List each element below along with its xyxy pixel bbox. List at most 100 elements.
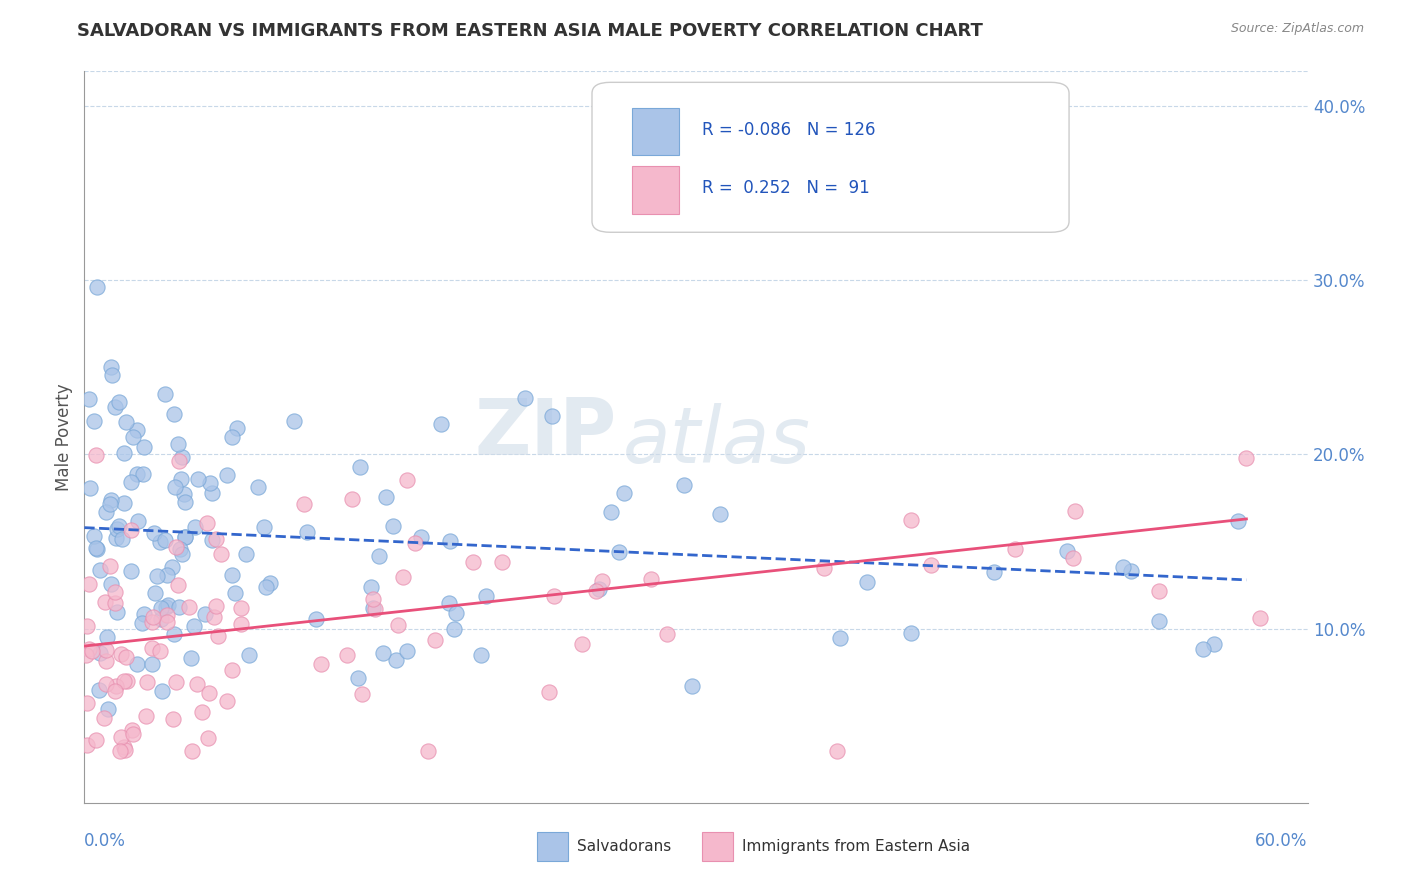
Point bbox=[543, 589, 565, 603]
Point bbox=[174, 495, 197, 509]
Point bbox=[201, 486, 224, 500]
Point bbox=[229, 601, 252, 615]
Point bbox=[163, 407, 186, 421]
Point bbox=[1147, 614, 1170, 628]
Point bbox=[155, 386, 177, 401]
Point bbox=[197, 731, 219, 746]
Point bbox=[150, 601, 173, 615]
Text: Immigrants from Eastern Asia: Immigrants from Eastern Asia bbox=[742, 839, 970, 855]
Point bbox=[430, 417, 453, 432]
Point bbox=[387, 618, 409, 632]
Point bbox=[143, 586, 166, 600]
Point bbox=[104, 401, 127, 415]
Point bbox=[115, 415, 138, 429]
Point bbox=[132, 441, 155, 455]
Point bbox=[205, 599, 228, 613]
Point bbox=[86, 280, 108, 294]
Point bbox=[170, 450, 193, 465]
Point bbox=[238, 648, 260, 663]
Point bbox=[110, 647, 132, 661]
Point bbox=[155, 599, 177, 614]
Point bbox=[360, 580, 382, 594]
Point bbox=[1062, 551, 1084, 566]
Point bbox=[84, 449, 107, 463]
Point bbox=[396, 473, 419, 487]
Point bbox=[150, 612, 173, 626]
Point bbox=[1249, 611, 1271, 625]
Point bbox=[169, 542, 191, 557]
Text: atlas: atlas bbox=[623, 402, 810, 479]
Point bbox=[156, 615, 179, 629]
Point bbox=[166, 577, 188, 591]
Point bbox=[79, 482, 101, 496]
Point bbox=[259, 576, 281, 591]
Point bbox=[79, 576, 101, 591]
Point bbox=[198, 685, 221, 699]
Point bbox=[84, 733, 107, 747]
Point bbox=[110, 731, 132, 745]
Point bbox=[681, 679, 703, 693]
Point bbox=[657, 627, 679, 641]
Point bbox=[174, 529, 197, 543]
Point bbox=[221, 663, 243, 677]
Point bbox=[174, 530, 197, 544]
Point bbox=[423, 632, 446, 647]
Point bbox=[180, 651, 202, 665]
Point bbox=[537, 685, 560, 699]
Point bbox=[100, 368, 122, 382]
Point bbox=[104, 684, 127, 698]
Point bbox=[98, 497, 121, 511]
Point bbox=[640, 572, 662, 586]
Point bbox=[361, 601, 384, 615]
Point bbox=[352, 687, 374, 701]
Point bbox=[1056, 543, 1078, 558]
Point bbox=[588, 582, 610, 596]
Point bbox=[83, 529, 105, 543]
Point bbox=[368, 549, 391, 563]
Point bbox=[150, 684, 173, 698]
Point bbox=[194, 607, 217, 622]
Point bbox=[1202, 636, 1225, 650]
Text: Salvadorans: Salvadorans bbox=[578, 839, 672, 855]
Text: Source: ZipAtlas.com: Source: ZipAtlas.com bbox=[1230, 22, 1364, 36]
Point bbox=[305, 612, 328, 626]
Point bbox=[121, 723, 143, 738]
FancyBboxPatch shape bbox=[592, 82, 1069, 232]
Point bbox=[672, 478, 695, 492]
Point bbox=[89, 646, 111, 660]
Point bbox=[100, 360, 122, 375]
Point bbox=[475, 590, 498, 604]
Point bbox=[105, 522, 128, 536]
Point bbox=[165, 540, 187, 554]
Point bbox=[470, 648, 492, 662]
Point bbox=[209, 547, 232, 561]
Point bbox=[76, 696, 98, 710]
Point bbox=[181, 743, 204, 757]
Point bbox=[215, 467, 238, 482]
Text: 0.0%: 0.0% bbox=[84, 832, 127, 850]
Point bbox=[89, 683, 111, 698]
Point bbox=[108, 518, 131, 533]
Point bbox=[709, 507, 731, 521]
Point bbox=[76, 618, 98, 632]
Point bbox=[920, 558, 942, 572]
Point bbox=[183, 619, 205, 633]
Point bbox=[1064, 504, 1087, 518]
Point bbox=[184, 520, 207, 534]
Point bbox=[186, 677, 208, 691]
Point bbox=[163, 627, 186, 641]
Point bbox=[135, 709, 157, 723]
Point bbox=[409, 530, 432, 544]
Point bbox=[1227, 514, 1250, 528]
Point bbox=[127, 514, 149, 528]
Point bbox=[856, 574, 879, 589]
Point bbox=[600, 505, 623, 519]
Point bbox=[104, 584, 127, 599]
Point bbox=[167, 437, 190, 451]
Point bbox=[153, 533, 176, 547]
Point bbox=[79, 392, 101, 406]
Point bbox=[107, 394, 129, 409]
Point bbox=[120, 565, 142, 579]
Point bbox=[100, 493, 122, 508]
Point bbox=[437, 596, 460, 610]
